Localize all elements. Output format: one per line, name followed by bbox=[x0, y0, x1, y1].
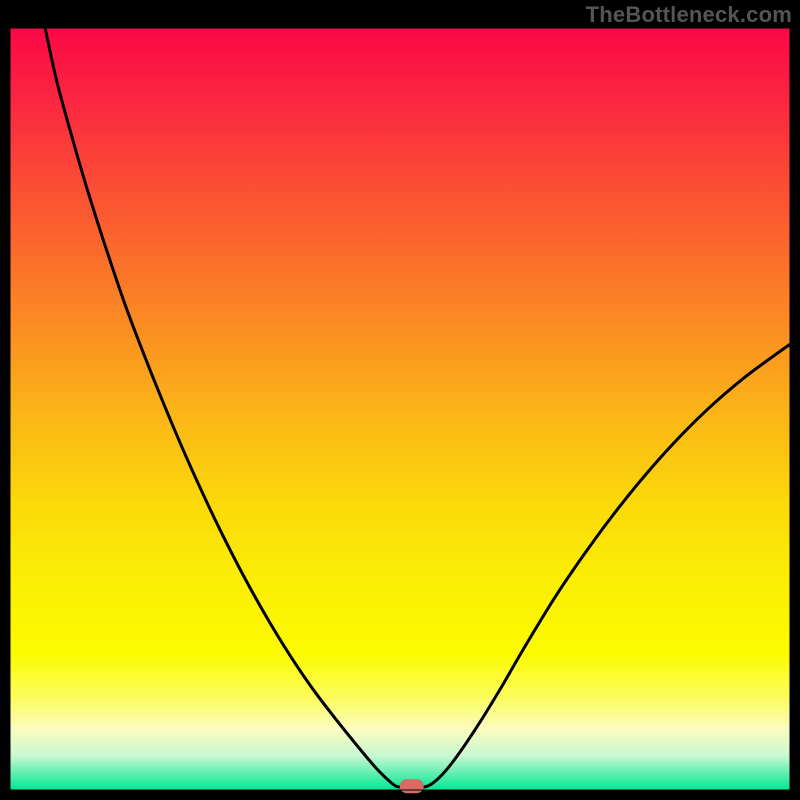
chart-container: TheBottleneck.com bbox=[0, 0, 800, 800]
chart-svg bbox=[0, 0, 800, 800]
watermark-label: TheBottleneck.com bbox=[586, 2, 792, 28]
